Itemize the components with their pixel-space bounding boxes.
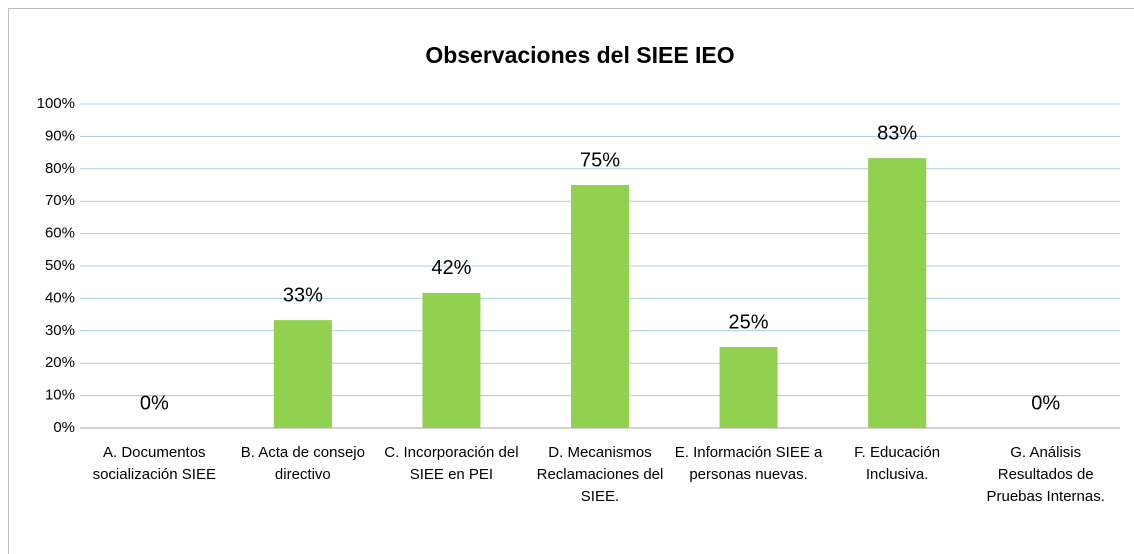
y-tick-label: 100% (37, 95, 75, 112)
y-tick-label: 80% (45, 160, 75, 177)
value-label: 0% (140, 392, 169, 414)
y-tick-label: 60% (45, 225, 75, 242)
y-tick-label: 20% (45, 354, 75, 371)
y-tick-label: 90% (45, 127, 75, 144)
bar (422, 292, 481, 428)
x-tick-label: D. Mecanismos Reclamaciones del SIEE. (536, 444, 664, 505)
value-label: 83% (877, 122, 917, 144)
x-tick-label: G. Análisis Resultados de Pruebas Intern… (986, 444, 1105, 505)
y-tick-label: 0% (53, 419, 75, 436)
x-tick-label: A. Documentos socialización SIEE (92, 444, 216, 483)
y-tick-label: 30% (45, 322, 75, 339)
chart-title: Observaciones del SIEE IEO (425, 42, 734, 68)
bar (868, 158, 927, 428)
bar (571, 185, 629, 428)
value-label: 0% (1031, 392, 1060, 414)
chart-frame (8, 8, 1134, 554)
value-label: 75% (580, 149, 620, 171)
x-tick-label: C. Incorporación del SIEE en PEI (384, 444, 519, 483)
x-tick-label: F. Educación Inclusiva. (854, 444, 941, 483)
x-tick-label: E. Información SIEE a personas nuevas. (674, 444, 823, 483)
bar (273, 320, 332, 428)
y-tick-label: 40% (45, 289, 75, 306)
x-tick-label: B. Acta de consejo directivo (240, 444, 365, 483)
bar (719, 347, 778, 428)
y-tick-label: 50% (45, 257, 75, 274)
y-tick-label: 70% (45, 192, 75, 209)
value-label: 42% (431, 257, 471, 279)
value-label: 33% (283, 284, 323, 306)
value-label: 25% (729, 311, 769, 333)
y-tick-label: 10% (45, 387, 75, 404)
